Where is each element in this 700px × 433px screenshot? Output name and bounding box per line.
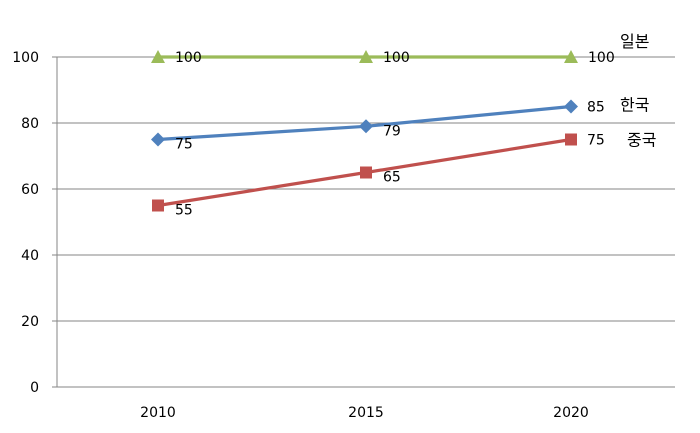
x-tick-label: 2015 bbox=[348, 405, 384, 421]
data-label: 100 bbox=[588, 50, 615, 66]
data-label: 100 bbox=[175, 50, 202, 66]
marker-triangle bbox=[151, 50, 165, 63]
data-label: 75 bbox=[175, 137, 193, 153]
y-tick-label: 20 bbox=[21, 314, 39, 330]
marker-diamond bbox=[564, 99, 578, 114]
x-tick-label: 2010 bbox=[140, 405, 176, 421]
series-label-korea: 한국 bbox=[620, 96, 649, 115]
data-label: 100 bbox=[383, 50, 410, 66]
marker-triangle bbox=[564, 50, 578, 63]
gridlines bbox=[57, 56, 675, 322]
data-label: 55 bbox=[175, 203, 193, 219]
axes bbox=[52, 56, 675, 388]
y-tick-label: 0 bbox=[30, 380, 39, 396]
data-label: 65 bbox=[383, 170, 401, 186]
y-tick-label: 60 bbox=[21, 182, 39, 198]
y-tick-label: 80 bbox=[21, 116, 39, 132]
data-label: 79 bbox=[383, 123, 401, 139]
x-tick-label: 2020 bbox=[553, 405, 589, 421]
data-label: 85 bbox=[587, 100, 605, 116]
y-tick-label: 100 bbox=[12, 50, 39, 66]
y-tick-label: 40 bbox=[21, 248, 39, 264]
y-tick-labels: 0 20 40 60 80 100 bbox=[12, 50, 39, 396]
data-label: 75 bbox=[587, 133, 605, 149]
marker-square bbox=[152, 199, 164, 212]
series-label-china: 중국 bbox=[627, 131, 656, 150]
marker-triangle bbox=[359, 50, 373, 63]
marker-square bbox=[360, 166, 372, 179]
data-labels: 100 100 100 일본 75 79 85 한국 55 65 75 중국 bbox=[175, 32, 656, 219]
marker-square bbox=[565, 133, 577, 146]
marker-diamond bbox=[151, 132, 165, 147]
series-group bbox=[151, 50, 578, 212]
series-label-japan: 일본 bbox=[620, 32, 649, 51]
marker-diamond bbox=[359, 119, 373, 134]
x-tick-labels: 2010 2015 2020 bbox=[140, 405, 589, 421]
